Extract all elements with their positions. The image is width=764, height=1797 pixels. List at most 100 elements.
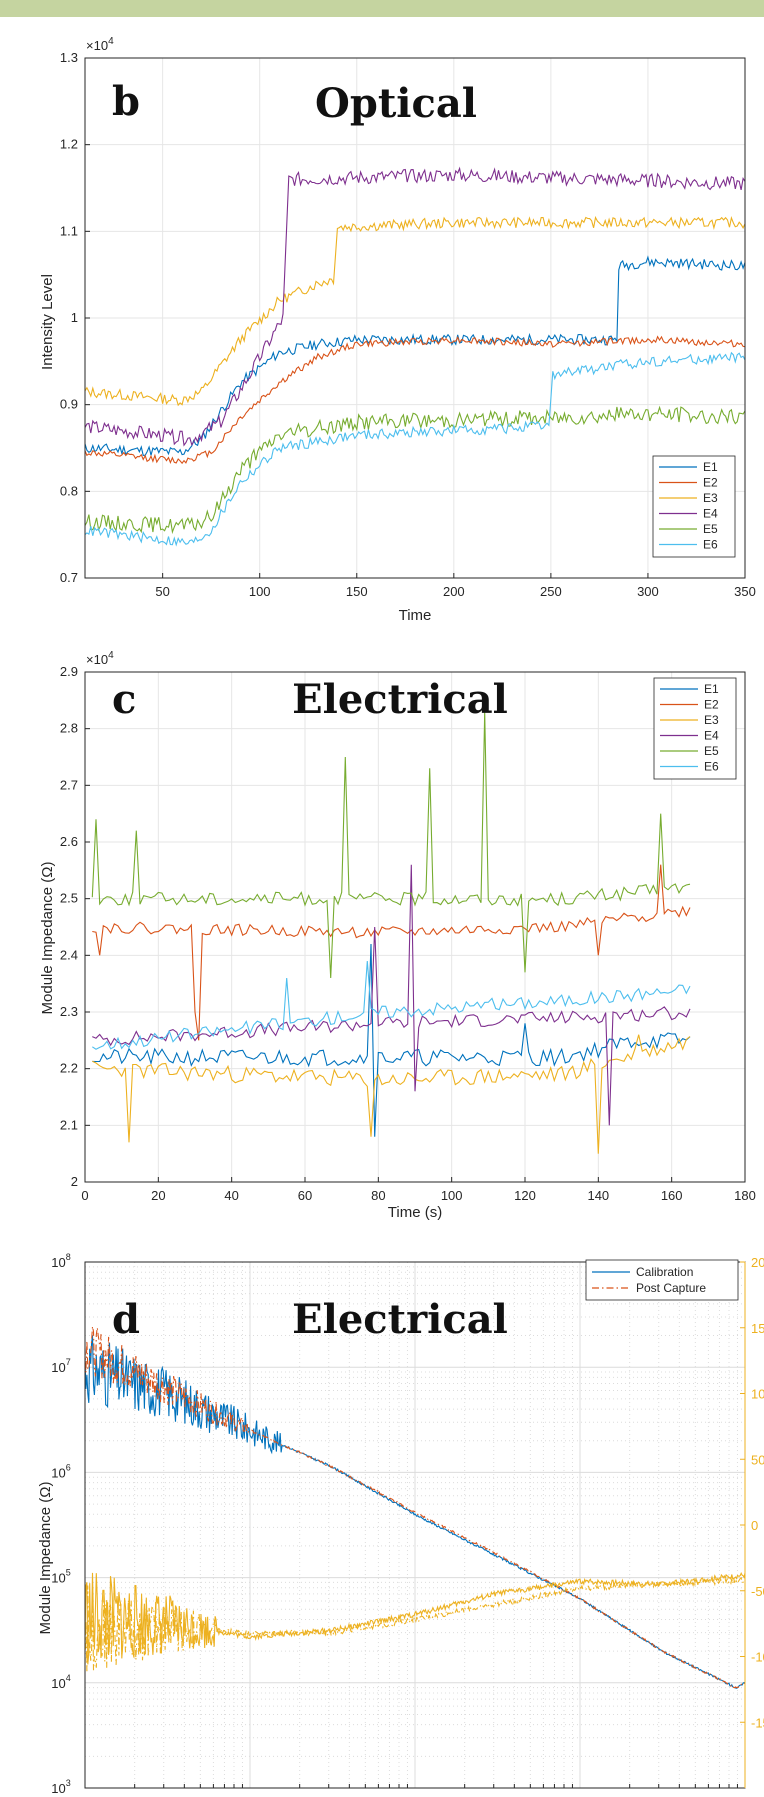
- chart-title: Electrical: [292, 1296, 508, 1343]
- y-tick-label: 0.9: [60, 397, 78, 412]
- legend-entry: E2: [703, 476, 718, 490]
- y-tick-label: 2.3: [60, 1004, 78, 1019]
- y-tick-label: 2.2: [60, 1061, 78, 1076]
- impedance-series-2: [84, 1326, 746, 1689]
- legend-entry: E2: [704, 698, 719, 712]
- y-axis-label: Intensity Level: [39, 274, 56, 370]
- legend-entry: E5: [703, 522, 718, 536]
- x-tick-label: 350: [734, 584, 756, 599]
- right-tick-label: 150: [751, 1321, 764, 1336]
- legend-box: [652, 455, 736, 558]
- optical-intensity-chart: 50 100 150 200 250 300 350 0.7 0.8 0.9 1 1.1 1.2 1.3…: [39, 36, 756, 624]
- y-tick-label: 2: [71, 1174, 78, 1189]
- x-tick-label: 100: [441, 1188, 463, 1203]
- y-tick-label: 1.2: [60, 137, 78, 152]
- series-line-e4: [84, 166, 746, 447]
- exponent-label: ×104: [86, 36, 114, 53]
- right-tick-label: 100: [751, 1387, 764, 1402]
- top-color-band: [0, 0, 764, 17]
- right-tick-label: -50: [751, 1584, 764, 1599]
- series-line-e5: [84, 405, 746, 535]
- x-tick-label: 60: [298, 1188, 312, 1203]
- x-tick-label: 100: [249, 584, 271, 599]
- legend-entry: E4: [703, 507, 718, 521]
- y-tick-label: 2.8: [60, 721, 78, 736]
- phase-series-4: [84, 1576, 746, 1672]
- series-line-e1: [84, 255, 746, 456]
- x-tick-label: 180: [734, 1188, 756, 1203]
- legend-entry: E4: [704, 729, 719, 743]
- series-line-e5: [91, 711, 691, 979]
- legend-entry: E3: [703, 491, 718, 505]
- x-tick-label: 160: [661, 1188, 683, 1203]
- plot-frame: [84, 671, 746, 1183]
- y-tick-label: 0.8: [60, 483, 78, 498]
- legend: Calibration Post Capture: [585, 1259, 739, 1301]
- right-tick-label: -100: [751, 1650, 764, 1665]
- series-line-e4: [92, 864, 691, 1126]
- x-axis-label: Time: [399, 607, 432, 624]
- series-line-e3: [84, 215, 746, 407]
- series-line-e6: [92, 960, 691, 1050]
- panel-letter: c: [112, 676, 136, 723]
- right-tick-label: -150: [751, 1715, 764, 1730]
- x-tick-label: 150: [346, 584, 368, 599]
- series-line-e2: [92, 864, 691, 1041]
- y-tick-label: 0.7: [60, 570, 78, 585]
- y-tick-label: 105: [51, 1568, 70, 1586]
- exponent-label: ×104: [86, 650, 114, 667]
- series-line-e1: [92, 943, 691, 1137]
- electrical-impedance-time-chart: 0 20 40 60 80 100 120 140 160 180 2 2.1 2.2 2.3 2.4 2.…: [39, 650, 756, 1221]
- y-axis-label: Module Impedance (Ω): [39, 862, 56, 1015]
- legend-box: [585, 1259, 739, 1301]
- series-line-e3: [92, 1034, 691, 1154]
- legend-entry: Post Capture: [636, 1281, 706, 1295]
- x-tick-label: 200: [443, 584, 465, 599]
- right-tick-label: 50: [751, 1452, 764, 1467]
- y-tick-label: 107: [51, 1357, 70, 1375]
- y-tick-label: 108: [51, 1252, 70, 1270]
- y-tick-label: 104: [51, 1673, 70, 1691]
- y-tick-label: 2.4: [60, 947, 78, 962]
- x-tick-label: 20: [151, 1188, 165, 1203]
- legend-entry: E6: [703, 538, 718, 552]
- y-tick-label: 2.1: [60, 1117, 78, 1132]
- x-tick-label: 140: [587, 1188, 609, 1203]
- y-tick-label: 103: [51, 1778, 70, 1796]
- legend-entry: E6: [704, 760, 719, 774]
- chart-title: Optical: [315, 80, 477, 127]
- y-tick-label: 2.6: [60, 834, 78, 849]
- y-tick-label: 2.7: [60, 777, 78, 792]
- chart-title: Electrical: [292, 676, 508, 723]
- series-line-e6: [84, 351, 746, 547]
- x-tick-label: 300: [637, 584, 659, 599]
- x-tick-label: 120: [514, 1188, 536, 1203]
- right-tick-label: 0: [751, 1518, 758, 1533]
- legend-entry: E1: [704, 682, 719, 696]
- x-tick-label: 50: [155, 584, 169, 599]
- panel-letter: d: [112, 1296, 140, 1343]
- x-tick-label: 40: [224, 1188, 238, 1203]
- y-tick-label: 2.9: [60, 664, 78, 679]
- legend-entry: E1: [703, 460, 718, 474]
- x-tick-label: 250: [540, 584, 562, 599]
- y-tick-label: 2.5: [60, 891, 78, 906]
- x-tick-label: 80: [371, 1188, 385, 1203]
- legend-entry: Calibration: [636, 1265, 693, 1279]
- x-axis-label: Time (s): [388, 1204, 442, 1221]
- y-tick-label: 1: [71, 310, 78, 325]
- legend-entry: E5: [704, 744, 719, 758]
- right-tick-label: 200: [751, 1255, 764, 1270]
- panel-letter: b: [112, 78, 140, 125]
- legend-box: [653, 677, 737, 780]
- y-tick-label: 106: [51, 1462, 70, 1480]
- y-axis-label: Module Impedance (Ω): [37, 1482, 54, 1635]
- legend-entry: E3: [704, 713, 719, 727]
- electrical-impedance-frequency-chart: 108 107 106 105 104 103 200 150 100 50 0 -50 -100 -1…: [37, 1252, 764, 1796]
- y-tick-label: 1.3: [60, 50, 78, 65]
- series-line-e2: [84, 335, 746, 465]
- y-tick-label: 1.1: [60, 223, 78, 238]
- x-tick-label: 0: [81, 1188, 88, 1203]
